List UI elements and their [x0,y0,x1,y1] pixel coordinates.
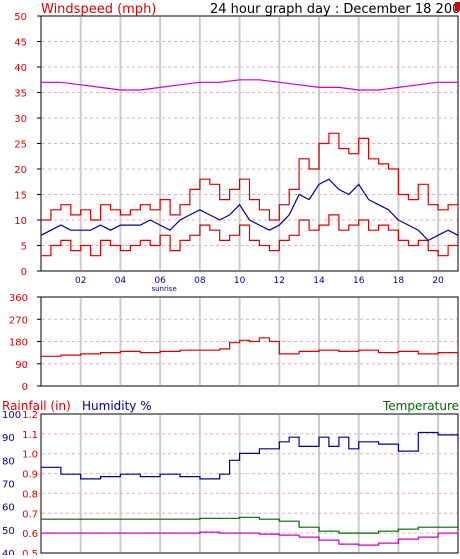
rht-panel-frame [40,413,459,554]
rainfall-ytick-0.6: 0.6 [22,529,38,540]
direction-ytick-270: 270 [9,315,28,326]
wind-ytick-40: 40 [14,63,27,74]
sunrise-annotation: sunrise [151,285,176,293]
wind-xtick-08: 08 [194,276,206,286]
wind-series-gust_hi [41,132,459,221]
wind-xtick-04: 04 [115,276,127,286]
humidity-ytick-40: 40 [2,549,15,555]
wind-series-gust_lo [41,214,458,257]
wind-xtick-06: 06 [154,276,166,286]
wind-series-average [40,178,459,242]
wind-ytick-20: 20 [14,165,27,176]
rht-series-humidity [41,431,459,480]
humidity-label: Humidity % [82,399,152,413]
wind-ytick-5: 5 [21,242,27,253]
wind-xtick-20: 20 [432,276,444,286]
temperature-label: Temperature [382,399,459,413]
wind-xtick-16: 16 [353,276,365,286]
graph-title: 24 hour graph day : December 18 2009 [210,2,460,17]
wind-legend-marker [455,2,460,11]
direction-ytick-360: 360 [9,293,28,304]
wind-ytick-0: 0 [21,267,27,278]
wind-ytick-25: 25 [14,140,27,151]
wind-ytick-45: 45 [14,38,27,49]
wind-ytick-15: 15 [14,191,27,202]
humidity-ytick-50: 50 [2,526,15,537]
rainfall-ytick-0.8: 0.8 [22,489,38,500]
wind-xtick-10: 10 [234,276,246,286]
wind-series-label: Windspeed (mph) [41,2,156,17]
direction-ytick-90: 90 [15,360,28,371]
wind-ytick-50: 50 [14,12,27,23]
rainfall-ytick-0.9: 0.9 [22,470,38,481]
rainfall-ytick-0.7: 0.7 [22,509,38,520]
rainfall-ytick-0.5: 0.5 [22,549,38,555]
wind-ytick-35: 35 [14,89,27,100]
rainfall-label: Rainfall (in) [2,399,71,413]
wind-ytick-30: 30 [14,114,27,125]
wind-xtick-14: 14 [313,276,325,286]
rainfall-ytick-1.2: 1.2 [22,410,38,421]
direction-ytick-0: 0 [22,382,28,393]
direction-ytick-180: 180 [9,338,28,349]
tick-labels: 0 5 10 15 20 25 30 35 40 45 50 02 04 06 08 10 12 14 16 18 20… [2,12,459,559]
rht-series-temperature [41,516,459,534]
wind-xtick-18: 18 [393,276,405,286]
wind-xtick-12: 12 [274,276,285,286]
direction-series-direction [41,337,459,357]
series-lines [40,79,459,546]
wind-ytick-10: 10 [14,216,27,227]
humidity-ytick-60: 60 [2,503,15,514]
rainfall-ytick-1.0: 1.0 [22,450,38,461]
wind-xtick-02: 02 [75,276,86,286]
wind-series-baseline [41,79,458,91]
humidity-ytick-100: 100 [2,410,21,421]
humidity-ytick-90: 90 [2,433,15,444]
rht-series-dewpoint [41,531,459,546]
grid-lines [42,17,457,552]
humidity-ytick-70: 70 [2,480,15,491]
humidity-ytick-80: 80 [2,456,15,467]
rainfall-ytick-1.1: 1.1 [22,430,38,441]
